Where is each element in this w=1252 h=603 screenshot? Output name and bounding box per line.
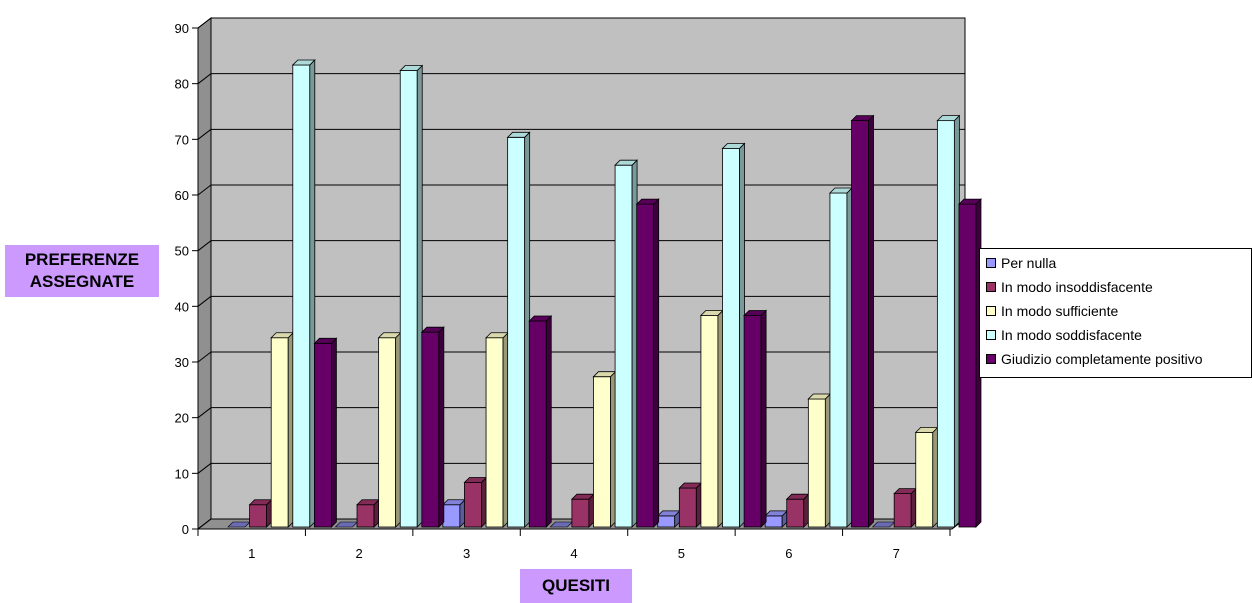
y-axis-title-line1: PREFERENZE: [24, 250, 140, 269]
x-tick-label: 4: [570, 546, 577, 561]
legend-label: In modo insoddisfacente: [1001, 279, 1153, 295]
bar: [356, 498, 380, 528]
y-tick-label: 20: [175, 411, 189, 426]
y-tick-label: 0: [182, 522, 189, 537]
plot-side-wall: [197, 16, 212, 531]
y-tick-label: 60: [175, 188, 189, 203]
bar: [807, 393, 832, 528]
bar: [958, 198, 982, 528]
bar: [399, 64, 424, 528]
legend-label: In modo soddisfacente: [1001, 327, 1142, 343]
bar: [270, 331, 295, 528]
legend-item: In modo sufficiente: [986, 303, 1118, 319]
bar: [678, 482, 703, 528]
bar: [721, 142, 746, 528]
bar: [914, 426, 939, 528]
bar: [828, 187, 853, 528]
y-axis-ticks: 0 10 20 30 40 50 60 70 80 90: [175, 21, 199, 537]
gridline-side: [197, 17, 212, 29]
bar: [291, 59, 316, 528]
bar: [313, 337, 338, 528]
gridline-side: [197, 518, 212, 530]
x-axis: 1 2 3 4 5 6 7: [197, 528, 952, 561]
legend-item: Giudizio completamente positivo: [986, 351, 1203, 367]
bar: [850, 114, 875, 528]
gridline-side: [197, 184, 212, 196]
bars: [227, 59, 982, 528]
legend-label: Giudizio completamente positivo: [1001, 351, 1203, 367]
y-tick-label: 90: [175, 21, 189, 36]
x-tick-label: 2: [356, 546, 363, 561]
bar: [699, 309, 724, 528]
legend-label: In modo sufficiente: [1001, 303, 1119, 319]
gridline-side: [197, 73, 212, 85]
bar: [377, 331, 402, 528]
gridline-side: [197, 462, 212, 474]
bar: [785, 493, 810, 528]
bar: [635, 198, 660, 528]
bar: [764, 509, 789, 528]
y-tick-label: 10: [175, 466, 189, 481]
legend-item: In modo soddisfacente: [986, 327, 1142, 343]
gridline-side: [197, 240, 212, 252]
bar: [420, 326, 445, 528]
gridline-side: [197, 295, 212, 307]
legend-item: In modo insoddisfacente: [986, 279, 1153, 295]
x-tick-label: 3: [463, 546, 470, 561]
x-axis-title: QUESITI: [520, 569, 632, 603]
bar: [528, 315, 553, 528]
y-tick-label: 80: [175, 77, 189, 92]
bar: [248, 498, 273, 528]
bar: [592, 370, 617, 528]
x-tick-label: 7: [893, 546, 900, 561]
y-tick-label: 30: [175, 355, 189, 370]
x-tick-label: 1: [248, 546, 255, 561]
y-axis-title-line2: ASSEGNATE: [29, 272, 135, 291]
gridline-side: [197, 407, 212, 419]
bar: [614, 159, 639, 528]
bar: [570, 493, 595, 528]
y-axis-title: PREFERENZE ASSEGNATE: [5, 245, 159, 297]
bar: [441, 498, 466, 528]
legend-swatch: [986, 306, 996, 316]
bar: [485, 331, 510, 528]
x-tick-label: 6: [785, 546, 792, 561]
legend-item: Per nulla: [986, 255, 1056, 271]
x-tick-label: 5: [678, 546, 685, 561]
legend-swatch: [986, 258, 996, 268]
legend-label: Per nulla: [1001, 255, 1057, 271]
bar: [743, 309, 768, 528]
bar: [506, 131, 531, 528]
y-tick-label: 40: [175, 299, 189, 314]
legend-swatch: [986, 282, 996, 292]
bar: [936, 114, 961, 528]
legend-swatch: [986, 354, 996, 364]
bar: [463, 476, 488, 528]
y-tick-label: 70: [175, 132, 189, 147]
legend: Per nulla In modo insoddisfacente In modo …: [979, 248, 1252, 378]
gridline-side: [197, 351, 212, 363]
bar: [656, 509, 681, 528]
legend-swatch: [986, 330, 996, 340]
gridline-side: [197, 128, 212, 140]
bar: [893, 487, 918, 528]
y-tick-label: 50: [175, 244, 189, 259]
